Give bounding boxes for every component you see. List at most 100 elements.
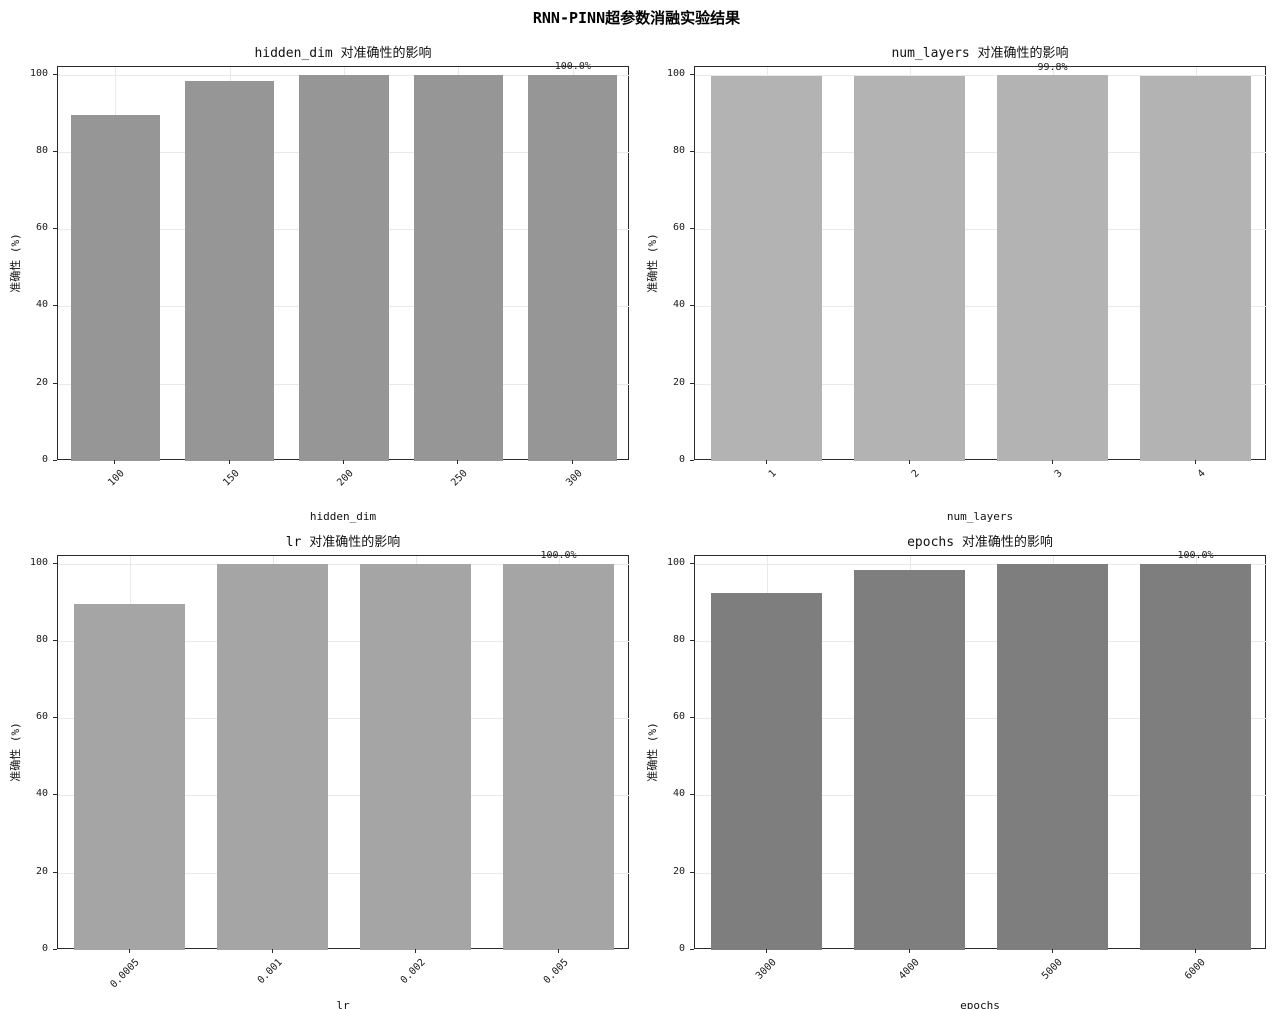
x-tick-mark [457,460,459,464]
y-tick-label: 80 [35,144,48,156]
bar-5000 [996,563,1109,950]
y-tick-mark [690,150,694,152]
y-tick-mark [53,949,57,950]
x-tick-label: 2 [909,468,922,481]
gridline-horizontal [695,306,1267,308]
bar-0.005 [502,563,615,950]
subplot-epochs: epochs 对准确性的影响 100.0% 0 20 40 60 80 100 3000 4000… [637,519,1273,1009]
y-axis-label: 准确性 (%) [9,233,22,293]
bar-200 [299,75,389,461]
x-tick-mark [128,949,130,953]
subplot-title: epochs 对准确性的影响 [907,535,1053,550]
y-tick-label: 60 [35,711,48,723]
x-tick-label: 100 [106,468,127,489]
x-tick-mark [557,949,559,953]
gridline-horizontal [695,563,1267,565]
bar-2 [853,75,966,461]
subplot-num-layers: num_layers 对准确性的影响 99.8% 0 20 40 60 80 100 1 2 3 4 n… [637,30,1273,523]
y-tick-label: 0 [678,943,685,954]
bar-300 [528,74,618,461]
y-axis-label: 准确性 (%) [9,722,22,782]
y-tick-label: 100 [666,556,685,568]
x-tick-mark [765,949,767,953]
bar-6000 [1139,564,1252,950]
x-tick-label: 150 [220,468,242,489]
subplot-title: num_layers 对准确性的影响 [891,46,1069,61]
gridline-horizontal [695,718,1267,720]
x-tick-label: 0.0005 [107,957,142,991]
y-tick-label: 20 [35,865,48,877]
x-tick-label: 4000 [896,957,922,982]
bar-0.0005 [73,604,186,950]
bar-250 [413,75,503,461]
y-tick-mark [53,228,57,230]
x-tick-label: 0.001 [255,957,285,987]
bar-3000 [710,592,823,950]
y-tick-label: 0 [41,454,48,465]
y-axis-label: 准确性 (%) [646,722,659,782]
plot-area: 100.0% [57,550,630,950]
gridline-horizontal [58,795,630,797]
x-axis-label: num_layers [946,510,1014,523]
x-tick-mark [1051,949,1053,953]
y-tick-label: 0 [41,943,48,954]
subplot-lr: lr 对准确性的影响 100.0% 0 20 40 60 80 100 0.0005 0.001 0… [0,519,636,1009]
bar-150 [184,81,275,461]
x-tick-mark [765,460,767,464]
y-tick-label: 100 [666,67,685,79]
y-tick-mark [690,460,694,461]
x-axis-label: lr [336,999,350,1009]
bar-value-annotation: 99.8% [1037,61,1068,73]
x-tick-label: 0.005 [541,957,571,987]
gridline-horizontal [695,151,1267,153]
y-tick-mark [53,382,57,384]
y-axis-label: 准确性 (%) [646,233,659,293]
y-tick-mark [53,794,57,796]
x-tick-label: 0.002 [398,957,428,987]
y-tick-label: 80 [672,144,685,156]
figure-title: RNN-PINN超参数消融实验结果 [532,9,741,27]
y-tick-mark [53,460,57,461]
bar-4000 [853,570,966,950]
bar-100 [70,115,160,461]
gridline-horizontal [695,640,1267,642]
y-tick-label: 60 [672,222,685,234]
plot-area: 100.0% [57,61,630,461]
subplot-title: hidden_dim 对准确性的影响 [254,46,432,61]
bar-value-annotation: 100.0% [1177,550,1214,562]
x-tick-mark [908,949,910,953]
x-tick-mark [271,949,273,953]
y-tick-label: 100 [29,67,48,79]
x-tick-mark [571,460,573,464]
gridline-horizontal [695,795,1267,797]
y-tick-label: 40 [35,788,48,800]
y-tick-mark [53,639,57,641]
subplot-title: lr 对准确性的影响 [285,535,401,550]
x-tick-mark [228,460,230,464]
bar-value-annotation: 100.0% [554,60,591,72]
bar-3 [996,75,1109,461]
y-tick-mark [690,73,694,75]
y-tick-mark [690,305,694,307]
gridline-horizontal [58,718,630,720]
x-tick-mark [414,949,416,953]
x-tick-mark [1051,460,1053,464]
y-tick-mark [53,562,57,564]
y-tick-label: 0 [678,454,685,465]
subplot-hidden-dim: hidden_dim 对准确性的影响 100.0% 0 20 40 60 80 100 100 1… [0,30,636,523]
gridline-horizontal [695,74,1267,76]
y-tick-mark [690,794,694,796]
y-tick-mark [690,717,694,719]
y-tick-mark [53,717,57,719]
y-tick-label: 40 [672,299,685,311]
y-tick-label: 40 [35,299,48,311]
x-tick-label: 4 [1195,468,1208,481]
y-tick-label: 60 [35,222,48,234]
y-tick-mark [53,305,57,307]
x-tick-mark [114,460,116,464]
y-tick-mark [690,639,694,641]
y-tick-mark [690,949,694,950]
bar-0.002 [359,564,472,950]
x-tick-mark [1194,460,1196,464]
